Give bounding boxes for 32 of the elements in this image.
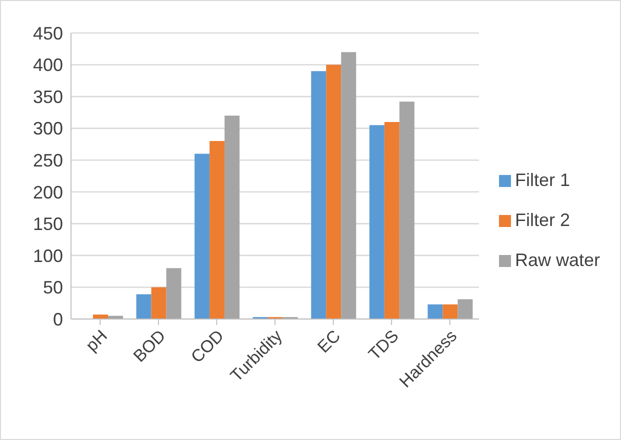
bar <box>311 71 326 319</box>
y-tick-label: 250 <box>32 150 63 170</box>
bar <box>399 102 414 319</box>
legend-label: Raw water <box>514 250 600 270</box>
bar <box>92 314 108 319</box>
y-tick-label: 300 <box>32 118 63 139</box>
legend-label: Filter 1 <box>514 170 570 190</box>
y-tick-label: 100 <box>32 246 63 266</box>
y-tick-label: 200 <box>32 182 63 202</box>
bar <box>458 299 473 319</box>
bar <box>224 116 240 319</box>
bar <box>326 64 342 319</box>
bar <box>369 125 384 319</box>
bar <box>384 122 400 319</box>
y-tick-label: 350 <box>32 86 63 107</box>
y-tick-label: 0 <box>52 309 63 330</box>
bar <box>151 287 166 319</box>
y-tick-label: 450 <box>32 23 63 44</box>
bar <box>428 304 443 319</box>
bar <box>210 141 225 319</box>
y-tick-label: 150 <box>32 214 63 234</box>
y-tick-label: 50 <box>42 278 63 298</box>
y-tick-label: 400 <box>32 55 63 76</box>
x-tick-label: pH <box>82 326 111 356</box>
bar <box>136 294 152 319</box>
bar <box>166 268 182 319</box>
bar <box>194 154 210 319</box>
x-tick-label: EC <box>314 326 344 357</box>
bar <box>442 304 458 319</box>
bar <box>341 52 356 319</box>
legend-label: Filter 2 <box>514 210 570 230</box>
x-tick-label: TDS <box>364 326 402 364</box>
